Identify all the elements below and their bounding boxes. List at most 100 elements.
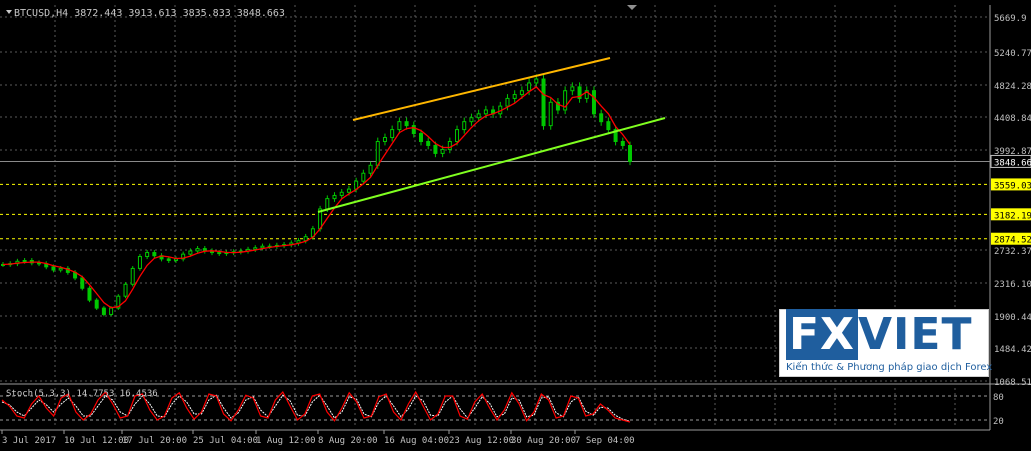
candle-body [476,113,481,119]
logo-fx: FX [786,309,858,360]
fxviet-logo: FXVIET Kiến thức & Phương pháp giao dịch… [779,309,993,377]
logo-wordmark: FXVIET [786,309,973,360]
candle-body [577,86,582,99]
candle-body [368,164,373,174]
candle-body [620,141,625,146]
candle-body [101,307,106,315]
candle-body [426,141,431,146]
candle-body [505,97,510,107]
time-tick-label: 7 Sep 04:00 [575,436,635,446]
candle-body [339,191,344,196]
candle-body [145,252,150,258]
candle-body [390,129,395,139]
candle-body [433,144,438,154]
candle-body [361,172,366,182]
chart-shift-marker-icon[interactable] [627,5,637,10]
time-tick-label: 3 Jul 2017 [2,436,56,446]
collapse-triangle-icon[interactable] [6,10,12,14]
candle-body [469,117,474,123]
moving-average [2,86,631,309]
time-tick-label: 17 Jul 20:00 [122,436,187,446]
current-price-tag [990,154,1031,168]
trend-channel [317,57,666,213]
candle-body [375,141,380,166]
candle-body [346,188,351,193]
candle-body [332,194,337,200]
candlestick-series [1,74,632,317]
level-price-tag [991,232,1031,245]
candle-body [123,283,128,297]
candle-body [483,109,488,115]
candle-body [152,252,157,257]
time-tick-label: 25 Jul 04:00 [193,436,258,446]
candle-body [519,90,524,96]
stoch-main-line [1,390,631,423]
candle-body [411,125,416,135]
price-tick-label: 2316.10 [994,280,1031,290]
price-tick-label: 5240.770 [994,49,1031,59]
candle-body [137,256,142,269]
candle-body [419,133,423,143]
stochastic-panel: 80 20 [0,390,1004,427]
price-tick-label: 1068.51 [994,378,1031,388]
candle-body [455,129,460,143]
candle-body [570,86,575,92]
level-price-tag [991,178,1031,191]
candle-body [80,277,85,289]
stoch-level-label: 80 [993,393,1004,403]
candle-body [548,101,553,127]
upper-channel-line [352,57,611,121]
candle-body [166,258,171,261]
logo-tagline: Kiến thức & Phương pháp giao dịch Forex [786,362,993,373]
lower-channel-line [317,117,666,213]
candle-body [94,299,99,309]
candle-body [599,113,604,123]
candle-body [606,121,611,131]
time-tick-label: 23 Aug 12:00 [449,436,514,446]
horizontal-levels [0,160,990,240]
candle-body [555,101,560,111]
candle-body [217,252,222,255]
time-tick-label: 10 Jul 12:00 [64,436,129,446]
price-tick-label: 5669.9 [994,14,1027,24]
candle-body [260,245,265,249]
candle-body [195,248,200,252]
time-tick-label: 8 Aug 20:00 [318,436,378,446]
price-tick-label: 3992.87 [994,147,1031,157]
candle-body [37,262,42,265]
stochastic-label: Stoch(5,3,3) 14.7753 16.4536 [6,389,158,399]
logo-viet: VIET [857,309,973,360]
stoch-level-label: 20 [993,417,1004,427]
candle-body [87,287,92,301]
price-tick-label: 2732.37 [994,247,1031,257]
candle-body [512,94,517,99]
time-tick-label: 1 Aug 12:00 [256,436,316,446]
candle-body [527,82,532,92]
candle-body [188,250,193,255]
candle-body [462,121,467,131]
price-tick-label: 4824.28 [994,82,1031,92]
time-tick-label: 16 Aug 04:00 [384,436,449,446]
price-axis: 5669.9 5240.770 4824.28 4408.84 3992.87 2732.… [990,14,1031,388]
level-price-label: 2874.52 [994,236,1031,246]
candle-body [628,144,632,162]
price-tick-label: 1900.44 [994,313,1031,323]
candle-body [534,78,539,84]
price-tick-label: 1484.42 [994,345,1031,355]
level-price-tag [991,208,1031,221]
level-price-label: 3559.03 [994,181,1031,191]
candle-body [440,148,445,154]
candle-body [613,129,618,143]
price-tick-label: 4408.84 [994,114,1031,124]
candle-body [109,307,114,315]
candle-body [584,90,589,99]
candle-body [130,267,135,285]
stoch-signal-line [1,394,631,422]
candle-body [591,90,596,115]
current-price-label: 3848.663 [994,158,1031,168]
candle-body [116,295,121,309]
candle-body [51,266,56,271]
